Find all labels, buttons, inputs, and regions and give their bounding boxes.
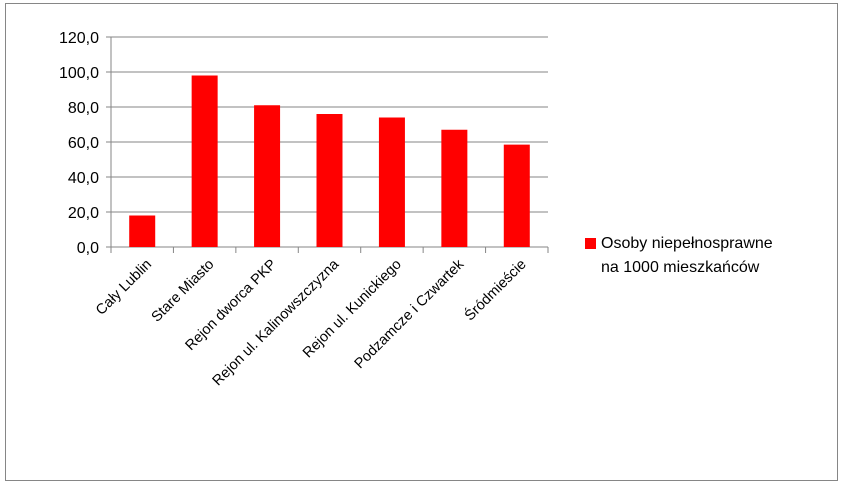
category-label: Podzamcze i Czwartek bbox=[352, 256, 468, 372]
category-label: Rejon ul. Kalinowszczyzna bbox=[210, 256, 343, 389]
bar bbox=[254, 105, 281, 247]
y-tick-label: 60,0 bbox=[68, 135, 99, 152]
legend-label: Osoby niepełnosprawne na 1000 mieszkańcó… bbox=[601, 232, 841, 280]
bar bbox=[316, 114, 343, 247]
category-label: Cały Lublin bbox=[93, 257, 155, 319]
legend-swatch bbox=[585, 238, 596, 249]
y-tick-label: 0,0 bbox=[77, 240, 99, 257]
y-tick-label: 120,0 bbox=[59, 30, 99, 47]
legend-label-line1: Osoby niepełnosprawne bbox=[601, 235, 773, 252]
legend-label-line2: na 1000 mieszkańców bbox=[601, 259, 760, 276]
bar bbox=[191, 75, 218, 247]
category-label: Stare Miasto bbox=[149, 257, 218, 326]
bar bbox=[441, 129, 468, 247]
y-tick-label: 100,0 bbox=[59, 65, 99, 82]
category-label: Śródmieście bbox=[460, 255, 529, 324]
y-tick-label: 80,0 bbox=[68, 100, 99, 117]
bar bbox=[378, 117, 405, 247]
y-tick-label: 20,0 bbox=[68, 205, 99, 222]
bar bbox=[129, 215, 156, 247]
y-tick-label: 40,0 bbox=[68, 170, 99, 187]
bar bbox=[503, 144, 530, 247]
